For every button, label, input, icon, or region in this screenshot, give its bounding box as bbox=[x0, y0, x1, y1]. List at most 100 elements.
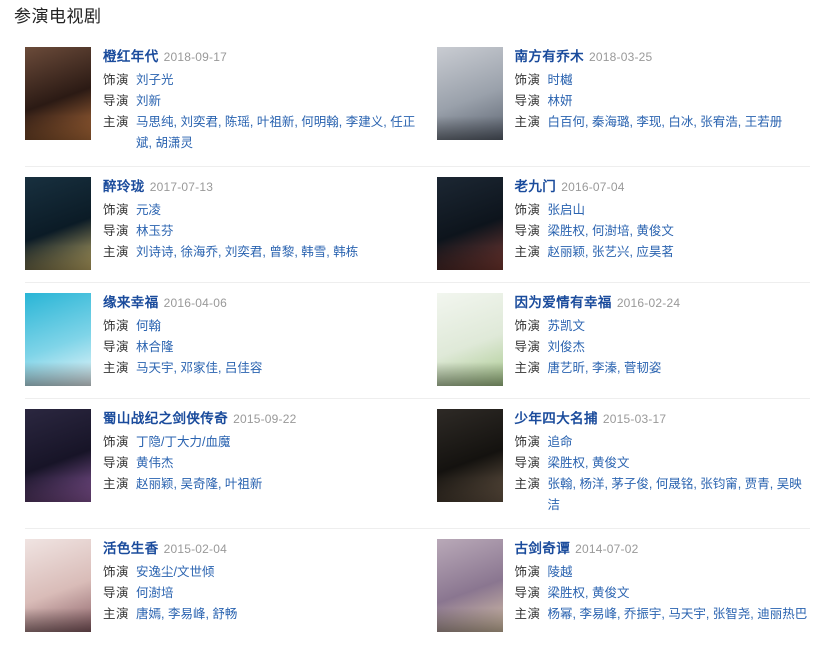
poster-nanfang-youqiaomu[interactable] bbox=[436, 47, 503, 140]
cast-row: 主演 马天宇, 邓家佳, 吕佳容 bbox=[103, 358, 418, 379]
director-value[interactable]: 梁胜权, 黄俊文 bbox=[547, 456, 630, 470]
cast-value[interactable]: 马思纯, 刘奕君, 陈瑶, 叶祖新, 何明翰, 李建义, 任正斌, 胡潇灵 bbox=[136, 115, 416, 150]
role-value[interactable]: 刘子光 bbox=[136, 73, 174, 87]
director-value[interactable]: 梁胜权, 何澍培, 黄俊文 bbox=[547, 224, 674, 238]
poster-laojiumen[interactable] bbox=[436, 177, 503, 270]
director-label: 导演 bbox=[514, 94, 541, 108]
cast-label: 主演 bbox=[514, 607, 541, 621]
cast-row: 主演 赵丽颖, 吴奇隆, 叶祖新 bbox=[103, 474, 418, 495]
poster-image bbox=[25, 47, 91, 140]
tv-series-row: 活色生香 2015-02-04 饰演 安逸尘/文世倾 导演 何澍培 主演 唐嫣, 李易峰, 舒… bbox=[25, 529, 810, 644]
role-label: 饰演 bbox=[103, 565, 130, 579]
role-label: 饰演 bbox=[103, 435, 130, 449]
director-label: 导演 bbox=[103, 456, 130, 470]
director-label: 导演 bbox=[514, 340, 541, 354]
poster-image bbox=[436, 409, 503, 502]
cast-value[interactable]: 刘诗诗, 徐海乔, 刘奕君, 曾黎, 韩雪, 韩栋 bbox=[136, 245, 359, 259]
cast-value[interactable]: 唐艺昕, 李溱, 菅韧姿 bbox=[547, 361, 662, 375]
cast-label: 主演 bbox=[103, 361, 130, 375]
role-value[interactable]: 追命 bbox=[547, 435, 573, 449]
tv-series-air-date: 2016-02-24 bbox=[616, 296, 681, 310]
role-value[interactable]: 丁隐/丁大力/血魔 bbox=[136, 435, 231, 449]
poster-gujian-qitan[interactable] bbox=[436, 539, 503, 632]
title-line: 少年四大名捕 2015-03-17 bbox=[515, 410, 811, 428]
tv-series-title-link[interactable]: 南方有乔木 bbox=[514, 49, 584, 64]
role-label: 饰演 bbox=[514, 435, 541, 449]
cast-value[interactable]: 唐嫣, 李易峰, 舒畅 bbox=[136, 607, 238, 621]
role-value[interactable]: 元凌 bbox=[136, 203, 162, 217]
cast-row: 主演 刘诗诗, 徐海乔, 刘奕君, 曾黎, 韩雪, 韩栋 bbox=[103, 242, 418, 263]
poster-chenghong-niandai[interactable] bbox=[25, 47, 91, 140]
role-row: 饰演 刘子光 bbox=[103, 70, 418, 91]
cast-row: 主演 张翰, 杨洋, 茅子俊, 何晟铭, 张钧甯, 贾青, 吴映洁 bbox=[515, 474, 811, 516]
role-value[interactable]: 陵越 bbox=[547, 565, 573, 579]
director-value[interactable]: 林合隆 bbox=[136, 340, 174, 354]
director-label: 导演 bbox=[103, 94, 130, 108]
tv-series-title-link[interactable]: 醉玲珑 bbox=[103, 179, 145, 194]
director-value[interactable]: 黄伟杰 bbox=[136, 456, 174, 470]
role-value[interactable]: 时樾 bbox=[547, 73, 573, 87]
cast-row: 主演 马思纯, 刘奕君, 陈瑶, 叶祖新, 何明翰, 李建义, 任正斌, 胡潇灵 bbox=[103, 112, 418, 154]
tv-series-air-date: 2018-03-25 bbox=[589, 50, 653, 64]
cast-value[interactable]: 杨幂, 李易峰, 乔振宇, 马天宇, 张智尧, 迪丽热巴 bbox=[547, 607, 808, 621]
poster-shushan-zhanji[interactable] bbox=[25, 409, 91, 502]
tv-series-title-link[interactable]: 活色生香 bbox=[103, 541, 159, 556]
director-row: 导演 林合隆 bbox=[103, 337, 418, 358]
role-value[interactable]: 安逸尘/文世倾 bbox=[136, 565, 215, 579]
director-value[interactable]: 林玉芬 bbox=[136, 224, 174, 238]
tv-series-air-date: 2016-04-06 bbox=[163, 296, 227, 310]
director-row: 导演 梁胜权, 何澍培, 黄俊文 bbox=[515, 221, 811, 242]
cast-value[interactable]: 白百何, 秦海璐, 李现, 白冰, 张宥浩, 王若册 bbox=[547, 115, 783, 129]
tv-series-title-link[interactable]: 老九门 bbox=[514, 179, 557, 194]
poster-shaonian-sidamingbu[interactable] bbox=[436, 409, 503, 502]
director-value[interactable]: 刘俊杰 bbox=[547, 340, 586, 354]
tv-series-row: 醉玲珑 2017-07-13 饰演 元凌 导演 林玉芬 主演 刘诗诗, 徐海乔, 刘奕君, 曾… bbox=[25, 167, 810, 283]
director-row: 导演 林妍 bbox=[515, 91, 811, 112]
tv-series-info: 南方有乔木 2018-03-25 饰演 时樾 导演 林妍 主演 白百何, 秦海璐, 李现, 白… bbox=[515, 47, 811, 154]
poster-yinwei-aiqing-youxingfu[interactable] bbox=[436, 293, 503, 386]
poster-yuanlai-xingfu[interactable] bbox=[25, 293, 91, 386]
cast-value[interactable]: 张翰, 杨洋, 茅子俊, 何晟铭, 张钧甯, 贾青, 吴映洁 bbox=[547, 477, 802, 512]
poster-zuilinglong[interactable] bbox=[25, 177, 91, 270]
title-line: 蜀山战纪之剑侠传奇 2015-09-22 bbox=[103, 410, 418, 428]
tv-series-title-link[interactable]: 因为爱情有幸福 bbox=[514, 295, 612, 310]
cast-value[interactable]: 马天宇, 邓家佳, 吕佳容 bbox=[136, 361, 263, 375]
tv-series-title-link[interactable]: 蜀山战纪之剑侠传奇 bbox=[103, 411, 229, 426]
director-label: 导演 bbox=[514, 586, 541, 600]
role-label: 饰演 bbox=[103, 203, 130, 217]
cast-label: 主演 bbox=[103, 477, 130, 491]
role-value[interactable]: 何翰 bbox=[136, 319, 162, 333]
tv-series-row: 缘来幸福 2016-04-06 饰演 何翰 导演 林合隆 主演 马天宇, 邓家佳, 吕佳容 因为… bbox=[25, 283, 810, 399]
poster-image bbox=[436, 539, 503, 632]
director-value[interactable]: 刘新 bbox=[136, 94, 162, 108]
role-row: 饰演 安逸尘/文世倾 bbox=[103, 562, 418, 583]
cast-label: 主演 bbox=[103, 607, 130, 621]
role-value[interactable]: 张启山 bbox=[547, 203, 586, 217]
poster-huose-shengxiang[interactable] bbox=[25, 539, 91, 632]
director-value[interactable]: 何澍培 bbox=[136, 586, 174, 600]
cast-value[interactable]: 赵丽颖, 张艺兴, 应昊茗 bbox=[547, 245, 674, 259]
director-value[interactable]: 林妍 bbox=[547, 94, 573, 108]
page-title: 参演电视剧 bbox=[14, 7, 102, 26]
tv-series-card: 因为爱情有幸福 2016-02-24 饰演 苏凯文 导演 刘俊杰 主演 唐艺昕, 李溱, 菅韧… bbox=[418, 283, 811, 398]
cast-row: 主演 唐嫣, 李易峰, 舒畅 bbox=[103, 604, 418, 625]
tv-series-card: 古剑奇谭 2014-07-02 饰演 陵越 导演 梁胜权, 黄俊文 主演 杨幂, 李易峰, 乔… bbox=[418, 529, 811, 644]
tv-series-row: 橙红年代 2018-09-17 饰演 刘子光 导演 刘新 主演 马思纯, 刘奕君, 陈瑶, 叶… bbox=[25, 37, 810, 167]
cast-row: 主演 赵丽颖, 张艺兴, 应昊茗 bbox=[515, 242, 811, 263]
tv-series-title-link[interactable]: 缘来幸福 bbox=[103, 295, 159, 310]
tv-series-title-link[interactable]: 橙红年代 bbox=[103, 49, 159, 64]
role-value[interactable]: 苏凯文 bbox=[547, 319, 586, 333]
role-row: 饰演 陵越 bbox=[515, 562, 811, 583]
role-row: 饰演 元凌 bbox=[103, 200, 418, 221]
role-row: 饰演 张启山 bbox=[515, 200, 811, 221]
tv-series-title-link[interactable]: 古剑奇谭 bbox=[514, 541, 571, 556]
director-row: 导演 梁胜权, 黄俊文 bbox=[515, 583, 811, 604]
cast-label: 主演 bbox=[514, 361, 541, 375]
cast-value[interactable]: 赵丽颖, 吴奇隆, 叶祖新 bbox=[136, 477, 263, 491]
role-label: 饰演 bbox=[514, 203, 541, 217]
role-label: 饰演 bbox=[514, 319, 541, 333]
director-value[interactable]: 梁胜权, 黄俊文 bbox=[547, 586, 630, 600]
tv-series-title-link[interactable]: 少年四大名捕 bbox=[514, 411, 598, 426]
tv-series-air-date: 2016-07-04 bbox=[561, 180, 625, 194]
role-row: 饰演 苏凯文 bbox=[515, 316, 811, 337]
